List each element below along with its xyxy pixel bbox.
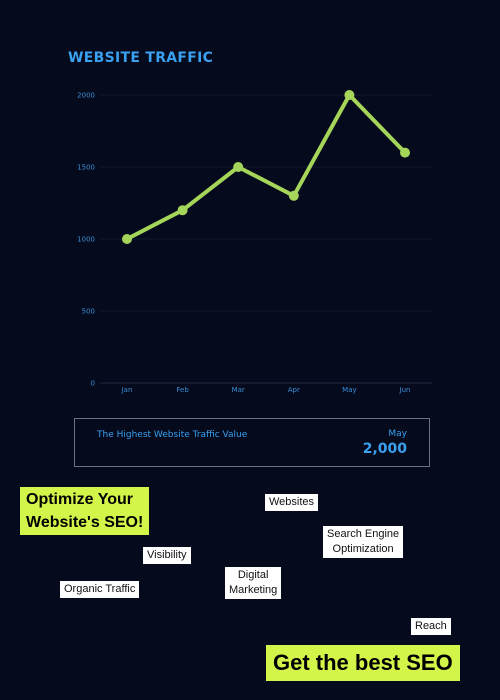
y-tick-label: 500 bbox=[82, 308, 95, 316]
chart-title: WEBSITE TRAFFIC bbox=[68, 50, 214, 66]
x-tick-label: Jan bbox=[121, 386, 133, 394]
tag-seo-line-2: Optimization bbox=[332, 543, 394, 555]
data-point-feb bbox=[177, 205, 188, 216]
summary-label: The Highest Website Traffic Value bbox=[97, 430, 248, 440]
headline-line-2: Website's SEO! bbox=[26, 514, 144, 531]
data-point-mar bbox=[233, 162, 244, 172]
data-point-jun bbox=[400, 147, 410, 158]
tag-search-engine-optimization: Search Engine Optimization bbox=[323, 526, 404, 558]
data-point-may bbox=[344, 90, 355, 100]
x-tick-label: May bbox=[342, 386, 356, 394]
data-point-jan bbox=[122, 234, 132, 244]
tag-digital-line-2: Marketing bbox=[229, 584, 278, 596]
x-tick-label: Apr bbox=[288, 386, 300, 394]
x-tick-label: Jun bbox=[399, 386, 411, 394]
data-point-apr bbox=[288, 190, 299, 201]
x-tick-label: Mar bbox=[232, 386, 245, 394]
headline-line-1: Optimize Your bbox=[26, 491, 133, 508]
tag-websites: Websites bbox=[265, 494, 319, 511]
x-tick-label: Feb bbox=[176, 386, 189, 394]
y-tick-label: 1500 bbox=[77, 164, 95, 172]
tag-organic-traffic: Organic Traffic bbox=[60, 581, 140, 598]
cta-get-best-seo: Get the best SEO bbox=[266, 645, 460, 681]
headline-optimize-seo: Optimize Your Website's SEO! bbox=[20, 487, 150, 535]
tag-seo-line-1: Search Engine bbox=[327, 528, 400, 540]
summary-month: May bbox=[388, 429, 407, 439]
tag-digital-line-1: Digital bbox=[237, 569, 269, 581]
highest-value-summary: The Highest Website Traffic Value May 2,… bbox=[74, 418, 430, 467]
y-tick-label: 0 bbox=[91, 380, 95, 388]
summary-value: 2,000 bbox=[362, 441, 407, 457]
tag-digital-marketing: Digital Marketing bbox=[225, 567, 282, 599]
tag-visibility: Visibility bbox=[143, 547, 191, 564]
traffic-line-chart: 0 500 1000 1500 2000 Jan Feb Mar Apr May Jun bbox=[77, 90, 432, 394]
y-tick-label: 2000 bbox=[77, 92, 95, 100]
traffic-series-line bbox=[125, 93, 407, 241]
tag-reach: Reach bbox=[411, 618, 451, 635]
y-tick-label: 1000 bbox=[77, 236, 95, 244]
